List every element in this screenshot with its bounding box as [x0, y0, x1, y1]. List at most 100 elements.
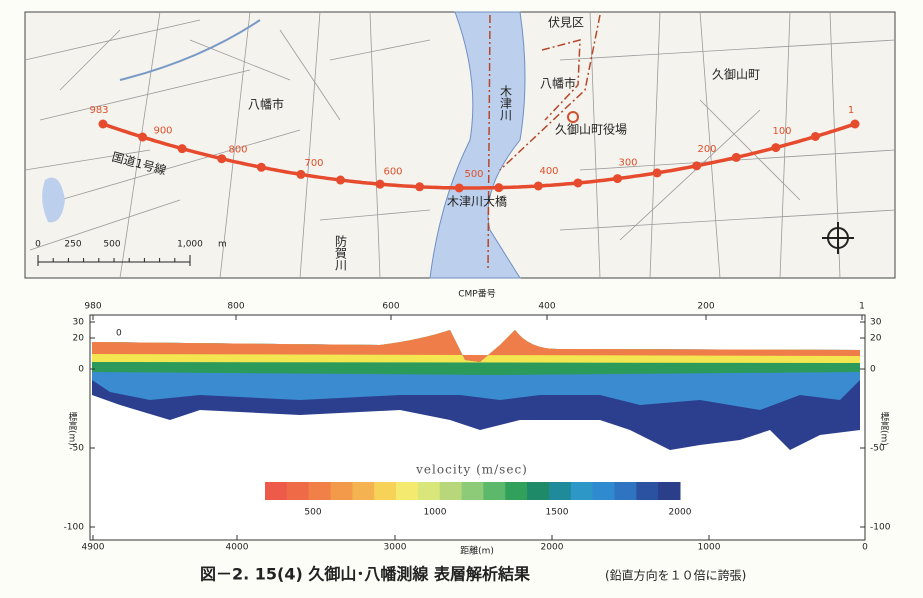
y-tick-label: -100 [64, 523, 85, 533]
survey-point [138, 132, 148, 142]
bottom-axis-title: 距離(m) [460, 545, 494, 557]
colorbar-tick: 1500 [546, 508, 569, 518]
y-tick-label: 20 [870, 334, 882, 344]
x-tick-label: 3000 [384, 543, 407, 553]
place-label: 八幡市 [248, 97, 284, 112]
scale-bar: 0 250 500 1,000 m [35, 240, 227, 266]
x-tick-label: 1 [859, 302, 865, 312]
x-tick-label: 200 [697, 302, 714, 312]
cmp-label: 983 [89, 105, 108, 116]
y-tick-label: 0 [870, 365, 876, 375]
boundary [541, 39, 581, 121]
x-tick-label: 980 [84, 302, 101, 312]
colorbar-swatch [265, 482, 288, 500]
y-tick-label: 20 [73, 334, 85, 344]
colorbar-swatch [461, 482, 484, 500]
scale-tick: 0 [35, 240, 41, 250]
cmp-label: 900 [153, 125, 172, 136]
x-tick-label: 600 [382, 302, 399, 312]
survey-point [177, 144, 187, 154]
survey-point [850, 119, 860, 129]
x-tick-label: 400 [538, 302, 555, 312]
colorbar-swatch [614, 482, 637, 500]
cmp-label: 1 [848, 105, 854, 116]
place-label: 久御山町役場 [555, 122, 627, 137]
survey-point [692, 161, 702, 171]
cmp-label: 600 [383, 166, 402, 177]
top-axis-title: CMP番号 [458, 288, 495, 300]
boundary [487, 14, 601, 271]
cmp-label: 100 [772, 126, 791, 137]
place-label: 久御山町 [712, 67, 760, 82]
survey-point [415, 182, 425, 192]
town-hall-icon [567, 111, 579, 123]
caption-note: (鉛直方向を１０倍に誇張) [605, 568, 746, 583]
y-tick-label: -50 [870, 444, 885, 454]
layer-green [92, 330, 860, 375]
survey-point [335, 175, 345, 185]
y-tick-label: -50 [69, 444, 84, 454]
place-label: 伏見区 [548, 16, 584, 30]
y-tick-label: 30 [870, 318, 882, 328]
scale-unit: m [218, 240, 227, 250]
cmp-label: 300 [618, 158, 637, 169]
survey-point [613, 174, 623, 184]
colorbar-tick: 1000 [424, 508, 447, 518]
scale-tick: 250 [64, 240, 81, 250]
colorbar-swatch [636, 482, 659, 500]
y-tick-label: 30 [73, 318, 85, 328]
colorbar-swatch [592, 482, 615, 500]
survey-point [375, 179, 385, 189]
survey-point [296, 169, 306, 179]
cmp-label: 200 [697, 144, 716, 155]
y-label: 標高(m) [67, 411, 78, 446]
place-label: 木津川大橋 [447, 195, 507, 209]
y-tick-label: -100 [870, 523, 891, 533]
x-tick-label: 800 [227, 302, 244, 312]
river [429, 11, 526, 279]
x-tick-label: 2000 [541, 543, 564, 553]
colorbar-swatch [483, 482, 506, 500]
colorbar-swatch [330, 482, 353, 500]
x-tick-label: 4000 [226, 543, 249, 553]
colorbar-swatch [352, 482, 375, 500]
place-label: 防賀川 [334, 234, 348, 271]
survey-point [810, 131, 820, 141]
canal [119, 19, 261, 81]
colorbar-swatch [396, 482, 419, 500]
survey-point [256, 162, 266, 172]
legend-title: velocity (m/sec) [415, 463, 528, 477]
survey-line [102, 122, 856, 190]
x-tick-label: 0 [862, 543, 868, 553]
survey-point [494, 183, 504, 193]
surface-label: 0 [116, 329, 122, 339]
x-tick-label: 4900 [82, 543, 105, 553]
colorbar-swatch [439, 482, 463, 500]
place-label: 八幡市 [540, 76, 576, 91]
scale-tick: 500 [103, 240, 120, 250]
colorbar-swatch [417, 482, 441, 500]
colorbar-swatch [505, 482, 528, 500]
compass [822, 222, 854, 254]
colorbar-swatch [527, 482, 550, 500]
y-label: 標高(m) [879, 411, 890, 446]
survey-point [731, 152, 741, 162]
place-label: 木津川 [499, 85, 513, 121]
survey-point [573, 178, 583, 188]
colorbar-swatch [286, 482, 310, 500]
colorbar-tick: 500 [304, 508, 321, 518]
colorbar-swatch [548, 482, 572, 500]
survey-point [98, 119, 108, 129]
cmp-label: 400 [539, 166, 558, 177]
cmp-label: 800 [228, 144, 247, 155]
pond [42, 177, 65, 223]
colorbar-tick: 2000 [669, 508, 692, 518]
colorbar-swatch [374, 482, 397, 500]
survey-point [454, 183, 464, 193]
colorbar-swatch [658, 482, 681, 500]
colorbar-swatch [570, 482, 594, 500]
survey-point [652, 168, 662, 178]
survey-point [533, 181, 543, 191]
